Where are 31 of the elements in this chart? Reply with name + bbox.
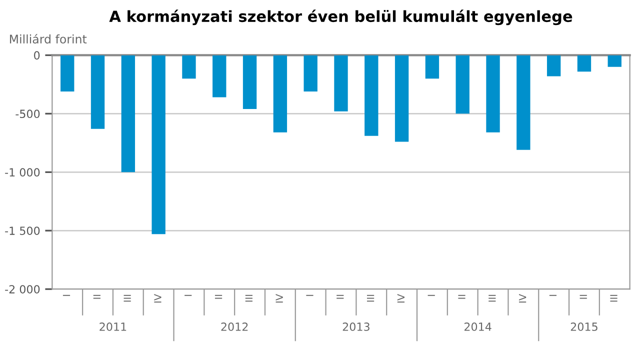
x-tick-label: III <box>245 294 252 302</box>
x-tick-label: IV <box>519 294 526 303</box>
x-tick-label: II <box>93 294 100 299</box>
text: 2014 <box>464 322 492 331</box>
text: 2015 <box>570 322 598 331</box>
x-tick-label: I <box>428 294 435 296</box>
y-tick-label: -1 000 <box>5 168 40 177</box>
chart-title: A kormányzati szektor éven belül kumulált egyenlege <box>109 10 572 26</box>
x-tick-label: II <box>336 294 344 299</box>
y-tick-label: -1 500 <box>5 226 40 236</box>
y-tick-label: 0 <box>34 51 40 60</box>
x-tick-label: I <box>549 294 557 296</box>
x-tick-label: I <box>62 294 70 296</box>
x-tick-label: IV <box>397 294 404 303</box>
x-tick-label: III <box>488 294 496 302</box>
x-tick-label: II <box>214 294 222 299</box>
x-tick-label: I <box>306 294 314 296</box>
y-tick-label: -2 000 <box>5 285 40 294</box>
x-tick-label: III <box>366 294 374 302</box>
x-tick-label: IV <box>276 294 283 303</box>
x-tick-label: II <box>580 294 587 299</box>
text: 2011 <box>100 322 126 331</box>
y-axis-title: Milliárd forint <box>10 34 87 44</box>
x-tick-label: I <box>184 294 192 296</box>
text: 2013 <box>342 322 370 331</box>
x-tick-label: II <box>458 294 466 299</box>
x-tick-label: III <box>610 294 618 302</box>
x-tick-label: IV <box>154 294 162 303</box>
y-tick-label: -500 <box>16 110 40 118</box>
x-tick-label: III <box>124 294 131 302</box>
text: 2012 <box>221 322 248 331</box>
